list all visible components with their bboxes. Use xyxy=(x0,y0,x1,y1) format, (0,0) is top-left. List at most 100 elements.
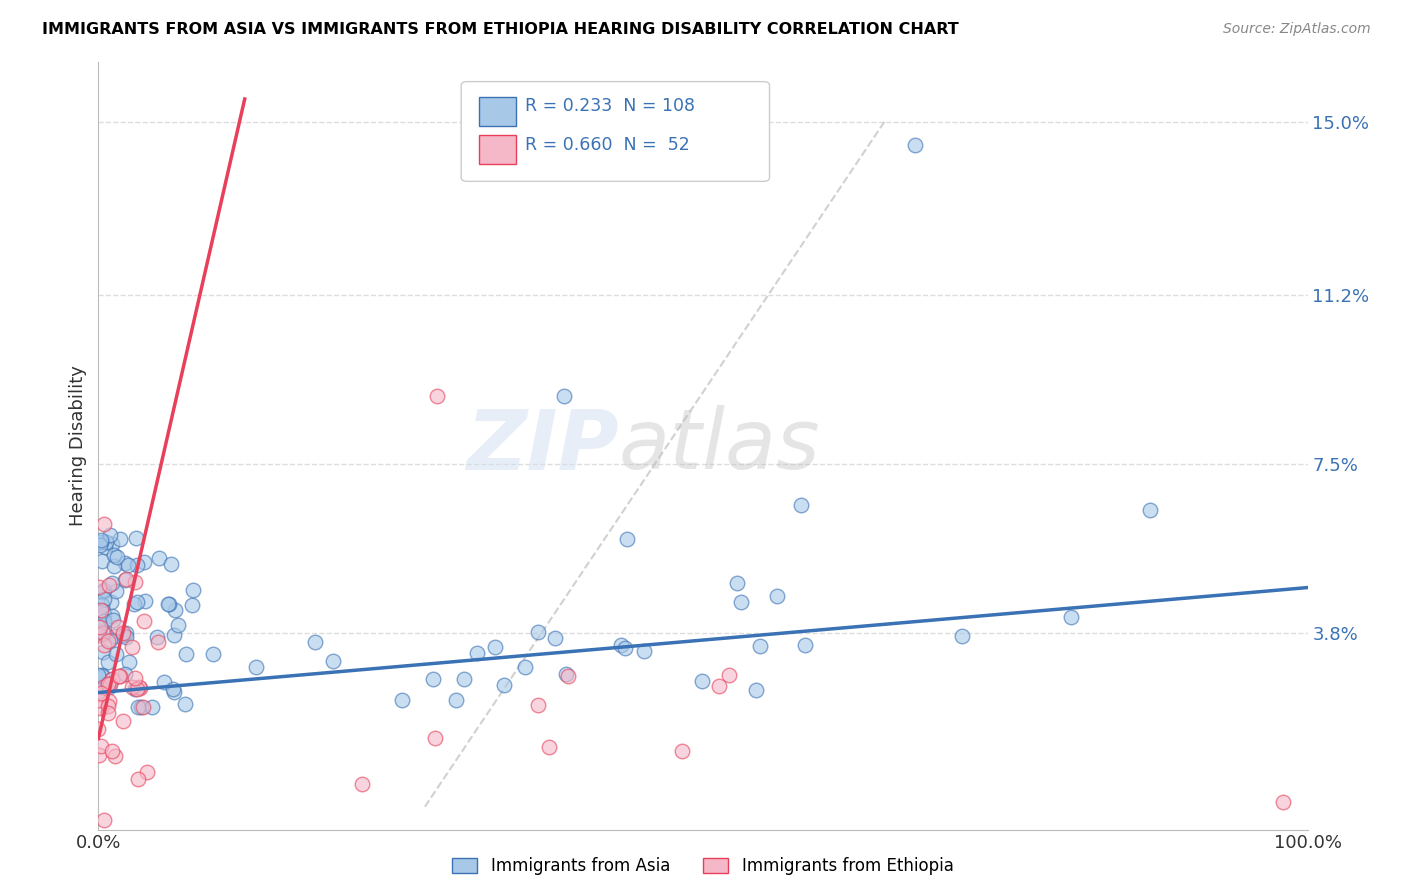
Bar xyxy=(479,136,516,164)
Bar xyxy=(479,97,516,126)
Point xyxy=(89,739,111,753)
Point xyxy=(97,634,120,648)
Point xyxy=(904,137,927,152)
Point xyxy=(90,686,112,700)
Point xyxy=(129,681,152,695)
Point xyxy=(950,629,973,643)
Point xyxy=(132,555,155,569)
Point xyxy=(127,772,149,786)
Point xyxy=(527,698,550,713)
Point xyxy=(613,641,636,656)
Text: R = 0.233  N = 108: R = 0.233 N = 108 xyxy=(526,97,695,115)
Point xyxy=(245,660,267,674)
Point xyxy=(101,672,124,686)
Point xyxy=(494,678,516,692)
Point xyxy=(103,548,125,562)
Point xyxy=(128,680,150,694)
Text: Source: ZipAtlas.com: Source: ZipAtlas.com xyxy=(1223,22,1371,37)
Point xyxy=(103,558,125,573)
Point xyxy=(131,700,153,714)
Text: atlas: atlas xyxy=(619,406,820,486)
Point xyxy=(100,609,122,624)
Point xyxy=(426,389,449,403)
Point xyxy=(748,640,770,654)
Point xyxy=(157,598,180,612)
Point xyxy=(87,668,110,682)
Point xyxy=(148,550,170,565)
Point xyxy=(157,597,180,611)
Point xyxy=(181,598,204,612)
Text: IMMIGRANTS FROM ASIA VS IMMIGRANTS FROM ETHIOPIA HEARING DISABILITY CORRELATION : IMMIGRANTS FROM ASIA VS IMMIGRANTS FROM … xyxy=(42,22,959,37)
Point xyxy=(87,581,110,595)
Point xyxy=(690,673,713,688)
Point xyxy=(98,528,121,542)
Point xyxy=(93,592,115,607)
Point xyxy=(93,677,115,691)
Point xyxy=(181,583,204,598)
Point xyxy=(87,620,110,634)
Point xyxy=(153,675,176,690)
Point xyxy=(104,584,127,599)
Point xyxy=(422,672,444,686)
Point xyxy=(101,613,124,627)
Point xyxy=(115,630,138,644)
Point xyxy=(794,638,817,652)
Point xyxy=(91,625,114,640)
Point xyxy=(124,532,146,546)
Point xyxy=(117,558,139,572)
Point xyxy=(100,595,122,609)
Point xyxy=(93,516,115,531)
Point xyxy=(89,671,111,685)
Point xyxy=(93,814,115,828)
Point xyxy=(90,701,112,715)
Point xyxy=(98,680,121,694)
Point xyxy=(108,669,131,683)
Point xyxy=(115,572,138,586)
Point xyxy=(89,620,111,634)
Point xyxy=(124,575,146,590)
Point xyxy=(134,594,156,608)
Point xyxy=(97,706,120,720)
Point xyxy=(98,677,121,691)
Point xyxy=(111,714,134,728)
Point xyxy=(121,681,143,695)
Point xyxy=(107,620,129,634)
Point xyxy=(103,748,125,763)
Point xyxy=(93,614,115,628)
Point xyxy=(707,679,730,693)
Point xyxy=(115,626,138,640)
Point xyxy=(1272,795,1295,809)
Point xyxy=(91,645,114,659)
Point xyxy=(94,540,117,554)
Point xyxy=(537,740,560,755)
Point xyxy=(557,669,579,683)
Point xyxy=(730,594,752,608)
Point xyxy=(97,699,120,714)
Point xyxy=(97,677,120,691)
Point xyxy=(111,628,134,642)
FancyBboxPatch shape xyxy=(461,81,769,181)
Point xyxy=(159,558,181,572)
Point xyxy=(114,573,136,587)
Point xyxy=(146,635,169,649)
Point xyxy=(322,654,344,668)
Point xyxy=(745,683,768,698)
Point xyxy=(790,499,813,513)
Point xyxy=(87,693,110,707)
Point xyxy=(725,576,748,591)
Point xyxy=(105,647,128,661)
Point xyxy=(87,747,110,762)
Point xyxy=(141,699,163,714)
Point xyxy=(633,644,655,658)
Point xyxy=(124,671,146,685)
Point xyxy=(136,765,159,780)
Point xyxy=(174,697,197,711)
Point xyxy=(717,667,740,681)
Point xyxy=(87,722,110,736)
Point xyxy=(104,629,127,643)
Point xyxy=(127,681,149,696)
Point xyxy=(352,776,374,790)
Point xyxy=(1139,503,1161,517)
Y-axis label: Hearing Disability: Hearing Disability xyxy=(69,366,87,526)
Point xyxy=(765,589,787,603)
